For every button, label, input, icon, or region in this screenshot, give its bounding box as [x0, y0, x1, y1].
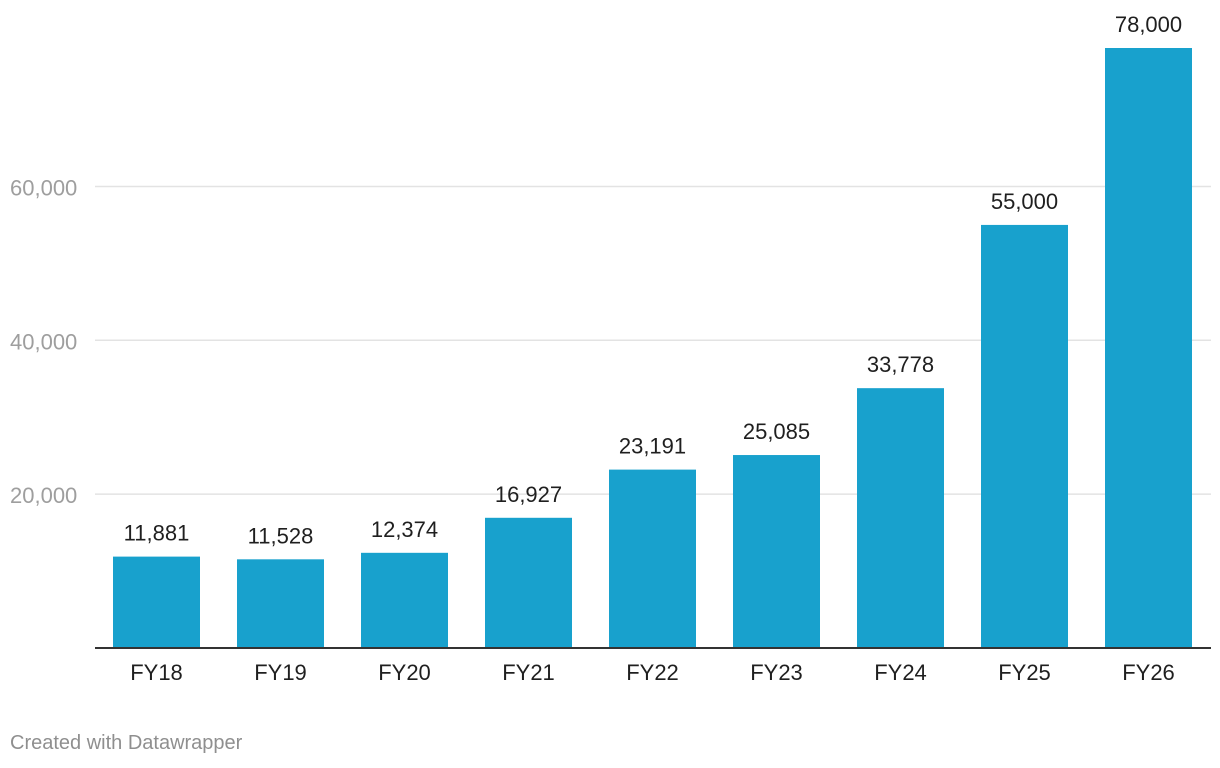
bar [733, 455, 820, 648]
bar [981, 224, 1068, 648]
y-tick-label: 40,000 [10, 329, 77, 354]
y-tick-label: 20,000 [10, 483, 77, 508]
bar-value-label: 33,778 [867, 352, 934, 377]
bar-value-label: 12,374 [371, 517, 438, 542]
x-tick-label: FY18 [130, 660, 183, 685]
x-tick-label: FY26 [1122, 660, 1175, 685]
bar-value-label: 78,000 [1115, 12, 1182, 37]
bar-value-label: 23,191 [619, 434, 686, 459]
bar [361, 552, 448, 648]
x-tick-label: FY21 [502, 660, 555, 685]
bar [609, 469, 696, 648]
bar-value-label: 55,000 [991, 189, 1058, 214]
bar [1105, 48, 1192, 648]
bar-value-label: 11,881 [124, 521, 190, 546]
x-tick-label: FY20 [378, 660, 431, 685]
x-axis-ticks: FY18 FY19 FY20 FY21 FY22 FY23 FY24 FY25 FY26 [130, 660, 1175, 685]
datawrapper-credit: Created with Datawrapper [10, 732, 243, 754]
bar [857, 388, 944, 648]
x-tick-label: FY22 [626, 660, 679, 685]
bars [113, 48, 1192, 648]
bar-value-label: 16,927 [495, 482, 562, 507]
x-tick-label: FY24 [874, 660, 927, 685]
bar-value-label: 25,085 [743, 419, 810, 444]
bar [485, 517, 572, 648]
x-tick-label: FY25 [998, 660, 1051, 685]
x-tick-label: FY23 [750, 660, 803, 685]
bar-value-label: 11,528 [248, 523, 314, 548]
value-labels: 11,881 11,528 12,374 16,927 23,191 25,085 33,7… [124, 12, 1182, 548]
y-axis-ticks: 20,000 40,000 60,000 [10, 175, 77, 508]
bar [113, 556, 200, 648]
bar [237, 559, 324, 648]
x-tick-label: FY19 [254, 660, 307, 685]
y-tick-label: 60,000 [10, 175, 77, 200]
